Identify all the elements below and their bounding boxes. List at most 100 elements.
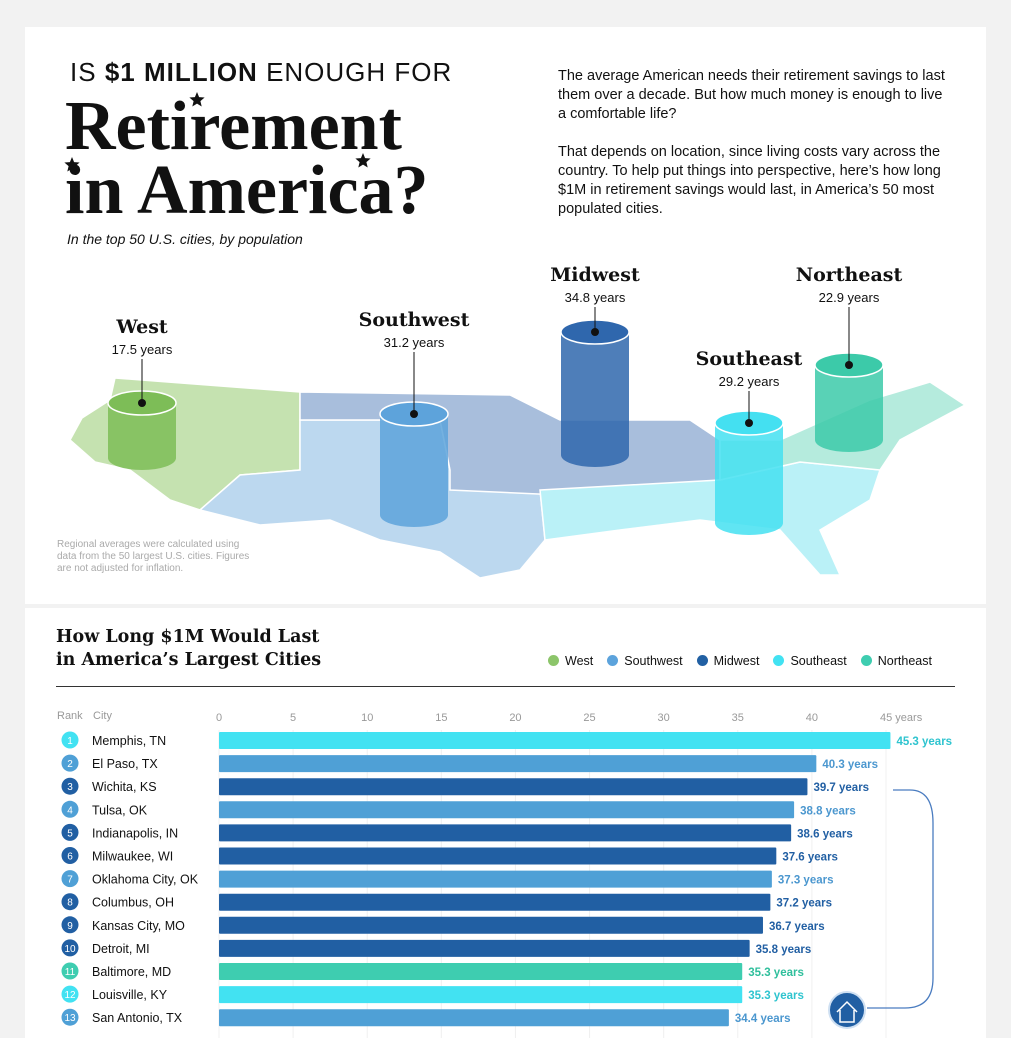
table-row: 4 Tulsa, OK 38.8 years — [61, 800, 856, 819]
region-label-west: West 17.5 years — [62, 315, 222, 358]
city-name: Tulsa, OK — [92, 803, 148, 817]
pointer-dot — [845, 361, 853, 369]
city-name: Columbus, OH — [92, 896, 174, 910]
subtitle: In the top 50 U.S. cities, by population — [67, 231, 303, 247]
table-row: 8 Columbus, OH 37.2 years — [61, 893, 832, 911]
bar — [219, 755, 817, 773]
rank-number: 4 — [67, 805, 73, 816]
legend-item: Northeast — [860, 654, 932, 668]
intro-text: The average American needs their retirem… — [558, 68, 945, 217]
table-row: 6 Milwaukee, WI 37.6 years — [61, 847, 838, 865]
tick-label: 40 — [806, 712, 818, 724]
value-label: 36.7 years — [769, 921, 825, 933]
star-icon — [64, 157, 80, 172]
legend-swatch — [696, 655, 708, 666]
bar — [219, 939, 750, 957]
rank-header: Rank — [57, 710, 83, 722]
legend-item: Southeast — [773, 654, 847, 668]
region-name: West — [116, 316, 168, 338]
table-row: 9 Kansas City, MO 36.7 years — [61, 916, 825, 934]
city-name: Memphis, TN — [92, 734, 166, 748]
tick-label: 35 — [732, 712, 744, 724]
rank-badge — [61, 939, 79, 957]
legend: West Southwest Midwest Southeast Northeast — [548, 654, 932, 668]
rank-badge — [61, 754, 79, 772]
rank-number: 3 — [67, 782, 73, 793]
rank-badge — [61, 985, 79, 1003]
region-name: Southwest — [358, 309, 470, 331]
chart-title: How Long $1M Would Last in America’s Larg… — [56, 627, 322, 670]
tick-label: 5 — [290, 712, 296, 724]
map-footnote: Regional averages were calculated using … — [57, 539, 250, 574]
region-label-northeast: Northeast 22.9 years — [769, 263, 929, 306]
bar — [219, 916, 763, 934]
value-label: 37.3 years — [778, 875, 834, 887]
city-name: Baltimore, MD — [92, 965, 171, 979]
city-name: Louisville, KY — [92, 988, 168, 1002]
cylinder-midwest — [561, 332, 629, 467]
bar — [219, 732, 891, 749]
legend-label: Southwest — [624, 654, 683, 668]
legend-label: Northeast — [877, 654, 932, 668]
city-name: Kansas City, MO — [92, 919, 185, 933]
tick-label: 30 — [658, 712, 670, 724]
pointer-dot — [745, 419, 753, 427]
rank-number: 9 — [67, 921, 73, 932]
city-name: San Antonio, TX — [92, 1011, 183, 1025]
rank-badge — [61, 893, 79, 911]
city-name: Milwaukee, WI — [92, 850, 173, 864]
rank-badge — [61, 962, 79, 980]
kicker: IS $1 MILLION ENOUGH FOR — [70, 57, 453, 87]
legend-item: Midwest — [696, 654, 759, 668]
bar — [219, 801, 795, 819]
rank-number: 13 — [64, 1013, 76, 1024]
bar — [219, 1009, 729, 1027]
star-icons — [64, 92, 371, 172]
city-name: El Paso, TX — [92, 757, 158, 771]
bar — [219, 778, 808, 796]
bar — [219, 986, 743, 1004]
bar — [219, 824, 792, 842]
region-years: 22.9 years — [818, 290, 880, 305]
value-label: 39.7 years — [813, 782, 869, 794]
table-row: 12 Louisville, KY 35.3 years — [61, 985, 804, 1004]
us-map — [69, 307, 967, 579]
cylinder-northeast — [815, 365, 883, 452]
region-years: 17.5 years — [111, 342, 173, 357]
region-label-southwest: Southwest 31.2 years — [334, 308, 494, 351]
legend-label: West — [565, 654, 594, 668]
table-row: 2 El Paso, TX 40.3 years — [61, 754, 878, 773]
bar — [219, 893, 771, 911]
rank-number: 5 — [67, 828, 73, 839]
city-name: Detroit, MI — [92, 942, 150, 956]
table-row: 13 San Antonio, TX 34.4 years — [61, 1008, 791, 1027]
legend-swatch — [860, 655, 872, 666]
bar — [219, 963, 743, 980]
city-header: City — [93, 710, 112, 722]
value-label: 38.8 years — [800, 805, 856, 817]
value-label: 38.6 years — [797, 828, 853, 840]
region-name: Northeast — [795, 264, 903, 286]
bar — [219, 847, 777, 865]
region-years: 29.2 years — [718, 374, 780, 389]
chart-card: How Long $1M Would Last in America’s Larg… — [25, 608, 986, 1038]
cylinder-southeast — [715, 423, 783, 535]
legend-swatch — [548, 655, 559, 666]
tick-label: 25 — [583, 712, 595, 724]
legend-item: West — [548, 654, 593, 668]
city-name: Wichita, KS — [92, 780, 157, 794]
value-label: 35.3 years — [748, 990, 804, 1002]
rank-number: 1 — [67, 736, 73, 747]
tick-label: 20 — [509, 712, 521, 724]
rank-badge — [61, 777, 79, 795]
value-label: 35.8 years — [756, 944, 812, 956]
house-icon-glyph — [836, 1000, 858, 1023]
region-label-midwest: Midwest 34.8 years — [515, 263, 675, 306]
rank-badge — [61, 823, 79, 841]
value-label: 37.2 years — [776, 898, 832, 910]
legend-item: Southwest — [607, 654, 683, 668]
rank-number: 12 — [64, 990, 76, 1001]
table-row: 1 Memphis, TN 45.3 years — [61, 731, 952, 749]
pointer-dot — [410, 410, 418, 418]
